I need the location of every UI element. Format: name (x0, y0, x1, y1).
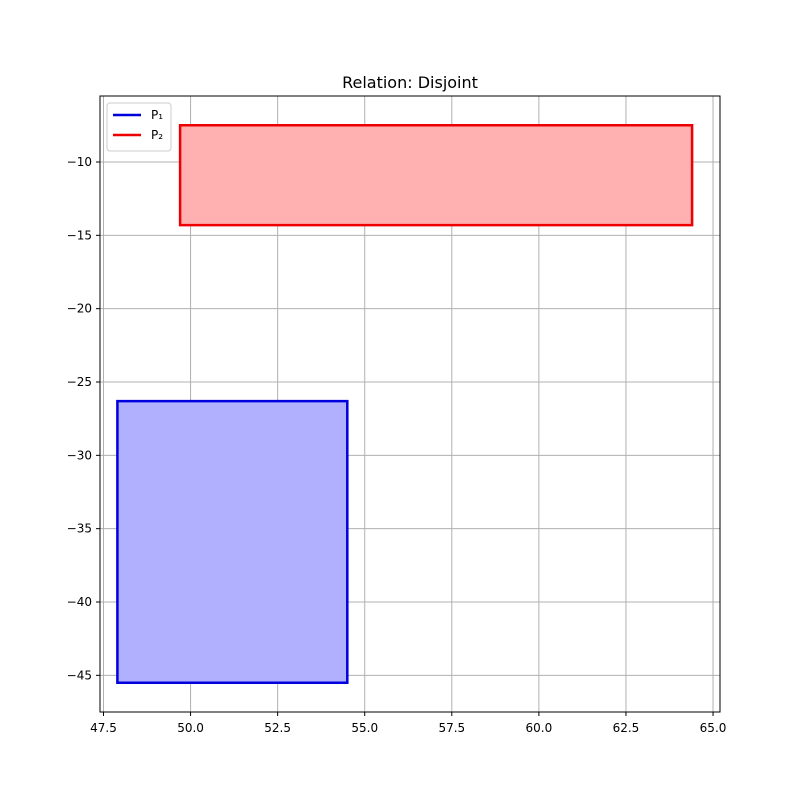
y-tick-label: −25 (67, 375, 92, 389)
x-tick-label: 55.0 (351, 721, 378, 735)
shape-layer (116, 124, 694, 684)
polygon-1 (116, 399, 349, 684)
y-tick-label: −15 (67, 228, 92, 242)
y-tick-label: −45 (67, 668, 92, 682)
y-tick-label: −35 (67, 522, 92, 536)
y-tick-label: −10 (67, 155, 92, 169)
x-tick-label: 57.5 (438, 721, 465, 735)
x-tick-label: 50.0 (177, 721, 204, 735)
legend-label: P₁ (151, 108, 163, 122)
x-tick-label: 52.5 (264, 721, 291, 735)
x-tick-label: 62.5 (613, 721, 640, 735)
legend: P₁ P₂ (106, 102, 172, 152)
y-tick-label: −40 (67, 595, 92, 609)
x-tick-label: 47.5 (90, 721, 117, 735)
x-tick-label: 65.0 (700, 721, 727, 735)
tick-layer: 47.5 50.0 52.5 55.0 57.5 60.0 62.5 65.0 −10 −15 −2… (67, 155, 727, 735)
y-tick-label: −30 (67, 448, 92, 462)
legend-label: P₂ (151, 128, 163, 142)
axes-frame (99, 95, 721, 713)
chart-title: Relation: Disjoint (342, 73, 478, 92)
y-tick-label: −20 (67, 302, 92, 316)
x-tick-label: 60.0 (526, 721, 553, 735)
polygon-2 (178, 124, 694, 227)
